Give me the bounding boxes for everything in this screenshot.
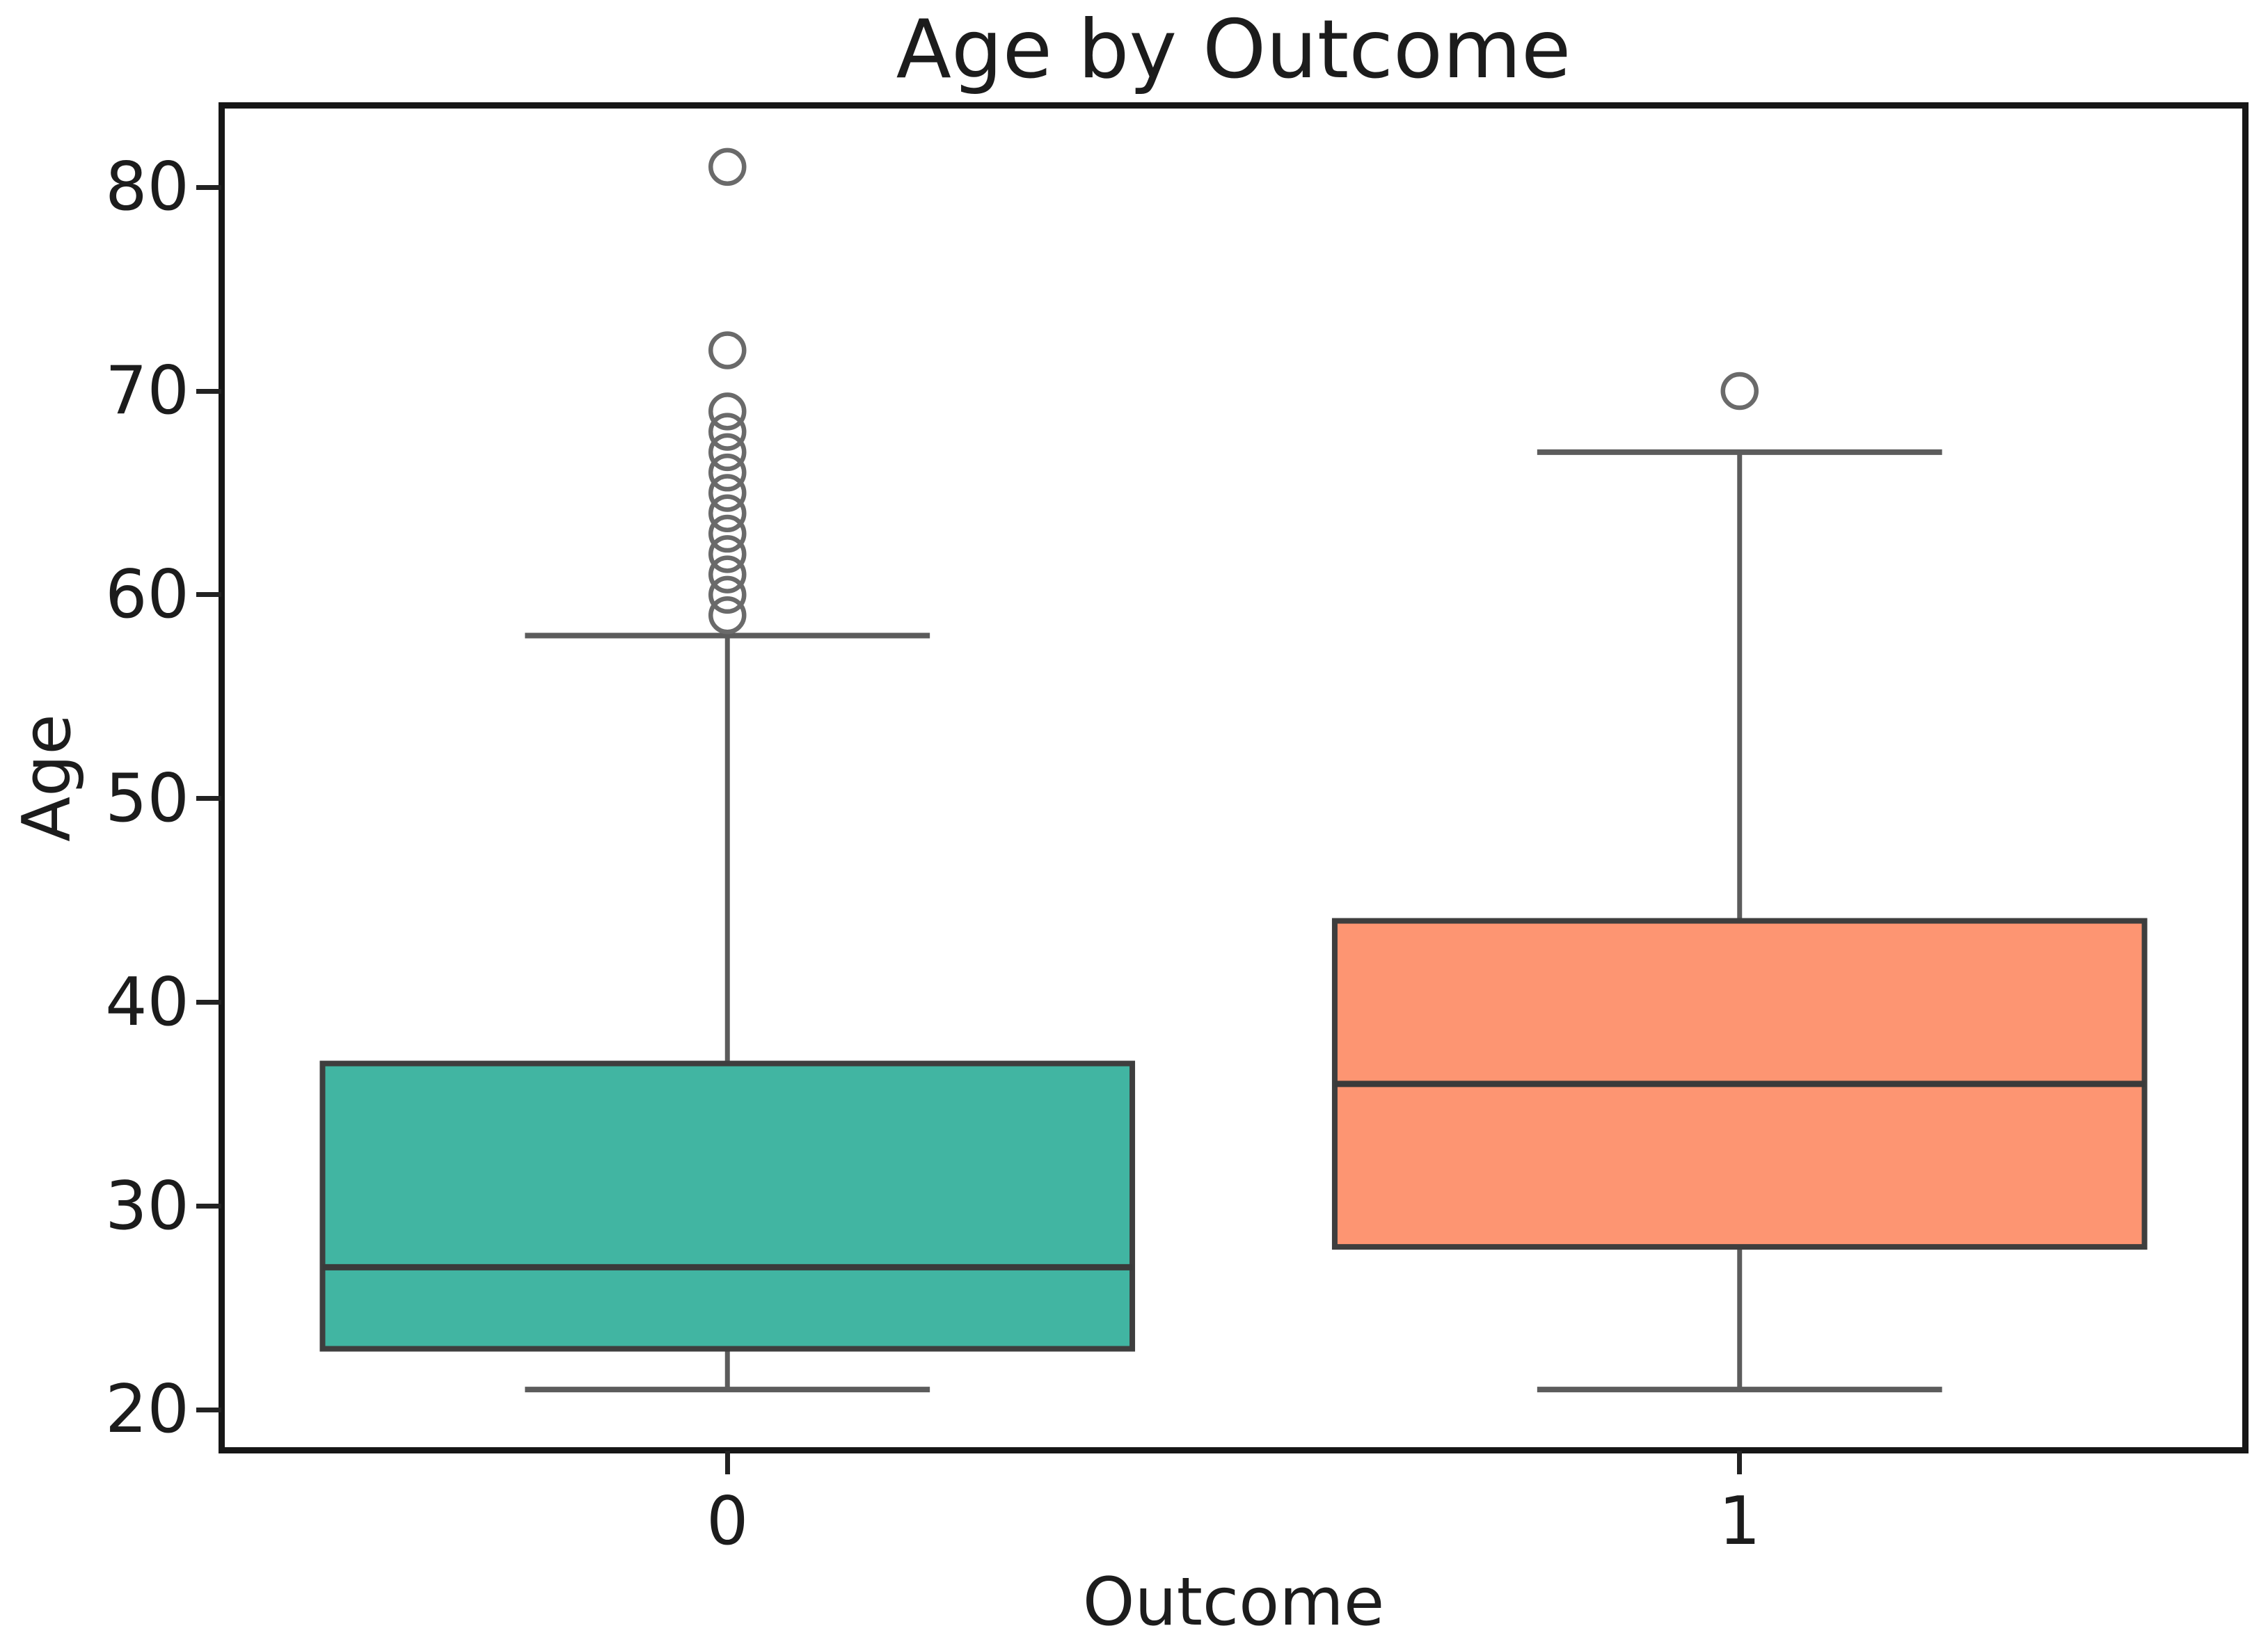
y-tick-label: 30	[105, 1167, 189, 1245]
y-tick-mark	[196, 592, 221, 598]
outlier-point-0-61	[708, 555, 747, 593]
outlier-point-0-60	[708, 575, 747, 614]
outlier-point-0-65	[708, 474, 747, 512]
y-tick-mark	[196, 796, 221, 802]
y-tick-label: 50	[105, 760, 189, 837]
outlier-point-0-67	[708, 433, 747, 472]
y-tick-label: 40	[105, 964, 189, 1041]
outlier-point-1-70	[1720, 372, 1759, 410]
outlier-point-0-64	[708, 494, 747, 533]
y-tick-label: 80	[105, 149, 189, 226]
y-tick-mark	[196, 184, 221, 190]
chart-title: Age by Outcome	[896, 3, 1571, 97]
boxplot-canvas	[319, 148, 2148, 1393]
box-0	[319, 1060, 1136, 1352]
y-tick-mark	[196, 388, 221, 394]
x-tick-label: 0	[706, 1483, 749, 1560]
x-tick-mark	[724, 1451, 730, 1474]
outlier-point-0-69	[708, 392, 747, 431]
x-tick-label: 1	[1718, 1483, 1761, 1560]
outlier-point-0-66	[708, 453, 747, 492]
outlier-point-0-68	[708, 413, 747, 451]
outlier-point-0-62	[708, 535, 747, 573]
y-tick-label: 20	[105, 1371, 189, 1449]
y-tick-label: 60	[105, 556, 189, 633]
outlier-point-0-72	[708, 331, 747, 369]
outlier-point-0-63	[708, 514, 747, 553]
x-tick-mark	[1737, 1451, 1743, 1474]
outlier-point-0-81	[708, 148, 747, 186]
y-tick-mark	[196, 1407, 221, 1412]
y-tick-mark	[196, 1204, 221, 1209]
y-tick-mark	[196, 1000, 221, 1005]
outlier-point-0-59	[708, 596, 747, 635]
x-axis-title: Outcome	[1082, 1564, 1385, 1641]
y-tick-label: 70	[105, 353, 189, 430]
